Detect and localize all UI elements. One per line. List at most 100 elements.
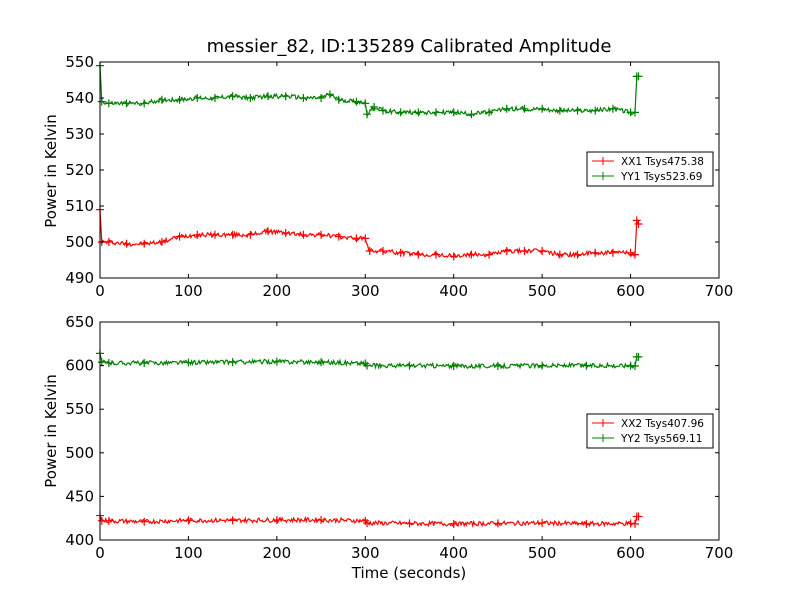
data-point bbox=[520, 104, 529, 113]
y-axis-label-top: Power in Kelvin bbox=[42, 114, 60, 228]
y-tick-label: 450 bbox=[65, 487, 94, 505]
legend-box bbox=[586, 151, 714, 187]
legend-label: XX1 Tsys475.38 bbox=[621, 156, 704, 168]
data-point bbox=[272, 515, 281, 524]
y-tick-label: 530 bbox=[65, 125, 94, 143]
data-point bbox=[538, 361, 547, 370]
data-point bbox=[432, 250, 441, 259]
data-point bbox=[246, 230, 255, 239]
y-tick-label: 510 bbox=[65, 197, 94, 215]
x-tick-label: 300 bbox=[351, 282, 380, 300]
y-tick-label: 500 bbox=[65, 444, 94, 462]
data-point bbox=[140, 239, 149, 248]
data-point bbox=[97, 516, 106, 525]
data-point bbox=[608, 104, 617, 113]
data-point bbox=[573, 250, 582, 259]
data-point bbox=[281, 229, 290, 237]
data-point bbox=[634, 220, 643, 228]
data-point bbox=[630, 108, 639, 117]
data-point bbox=[582, 361, 591, 370]
x-tick-label: 600 bbox=[616, 544, 645, 562]
data-point bbox=[210, 230, 219, 239]
data-point bbox=[502, 104, 511, 113]
y-tick-label: 650 bbox=[65, 313, 94, 331]
x-tick-label: 700 bbox=[705, 544, 734, 562]
data-point bbox=[140, 358, 149, 367]
data-point bbox=[104, 516, 113, 525]
data-point bbox=[520, 247, 529, 255]
legend-marker bbox=[599, 157, 607, 165]
data-point bbox=[228, 358, 237, 367]
data-point bbox=[361, 99, 370, 108]
data-point bbox=[405, 519, 414, 528]
data-point bbox=[228, 516, 237, 525]
data-point bbox=[157, 238, 166, 246]
data-point bbox=[573, 106, 582, 115]
data-point bbox=[334, 95, 343, 104]
data-point bbox=[299, 94, 308, 102]
data-point bbox=[264, 227, 273, 236]
legend: XX2 Tsys407.96 YY2 Tsys569.11 bbox=[586, 413, 714, 449]
data-point bbox=[140, 517, 149, 526]
data-point bbox=[210, 94, 219, 102]
data-point bbox=[555, 106, 564, 115]
data-point bbox=[184, 358, 193, 367]
data-point bbox=[272, 357, 281, 366]
data-point bbox=[538, 104, 547, 113]
x-tick-label: 400 bbox=[439, 282, 468, 300]
data-point bbox=[97, 358, 106, 367]
x-tick-label: 700 bbox=[705, 282, 734, 300]
data-point bbox=[608, 248, 617, 257]
x-tick-label: 100 bbox=[174, 544, 203, 562]
data-point bbox=[493, 362, 502, 371]
data-point bbox=[449, 519, 458, 528]
data-point bbox=[104, 358, 113, 367]
data-point bbox=[396, 108, 405, 117]
y-tick-label: 520 bbox=[65, 161, 94, 179]
data-point bbox=[449, 252, 458, 261]
x-tick-label: 600 bbox=[616, 282, 645, 300]
data-point bbox=[325, 90, 334, 99]
data-point bbox=[193, 230, 202, 239]
data-point bbox=[378, 106, 387, 115]
data-point bbox=[281, 92, 290, 101]
data-point bbox=[157, 95, 166, 104]
data-point bbox=[122, 239, 131, 248]
y-axis-label-bottom: Power in Kelvin bbox=[42, 374, 60, 488]
data-point bbox=[555, 250, 564, 259]
data-point bbox=[582, 519, 591, 528]
y-tick-label: 550 bbox=[65, 53, 94, 71]
data-point bbox=[363, 518, 372, 527]
data-point bbox=[630, 362, 639, 371]
x-tick-label: 500 bbox=[528, 282, 557, 300]
data-point bbox=[632, 216, 641, 225]
data-point bbox=[414, 250, 423, 259]
data-point bbox=[432, 108, 441, 117]
data-point bbox=[363, 361, 372, 370]
x-tick-label: 0 bbox=[95, 544, 105, 562]
data-point bbox=[396, 248, 405, 257]
data-point bbox=[538, 247, 547, 255]
data-point bbox=[414, 108, 423, 117]
y-tick-label: 400 bbox=[65, 531, 94, 549]
data-point bbox=[634, 72, 643, 81]
x-tick-label: 400 bbox=[439, 544, 468, 562]
x-tick-label: 200 bbox=[263, 282, 292, 300]
data-point bbox=[405, 361, 414, 370]
data-point bbox=[502, 247, 511, 255]
data-point bbox=[97, 97, 106, 106]
data-point bbox=[317, 515, 326, 524]
data-point bbox=[485, 250, 494, 259]
data-point bbox=[467, 110, 476, 119]
x-tick-label: 100 bbox=[174, 282, 203, 300]
data-point bbox=[591, 248, 600, 257]
legend-marker bbox=[599, 419, 607, 427]
data-point bbox=[175, 95, 184, 104]
data-point bbox=[485, 108, 494, 117]
legend-box bbox=[586, 413, 714, 449]
y-tick-label: 540 bbox=[65, 89, 94, 107]
axes-frame bbox=[99, 321, 720, 541]
data-point bbox=[467, 250, 476, 259]
y-tick-label: 500 bbox=[65, 233, 94, 251]
